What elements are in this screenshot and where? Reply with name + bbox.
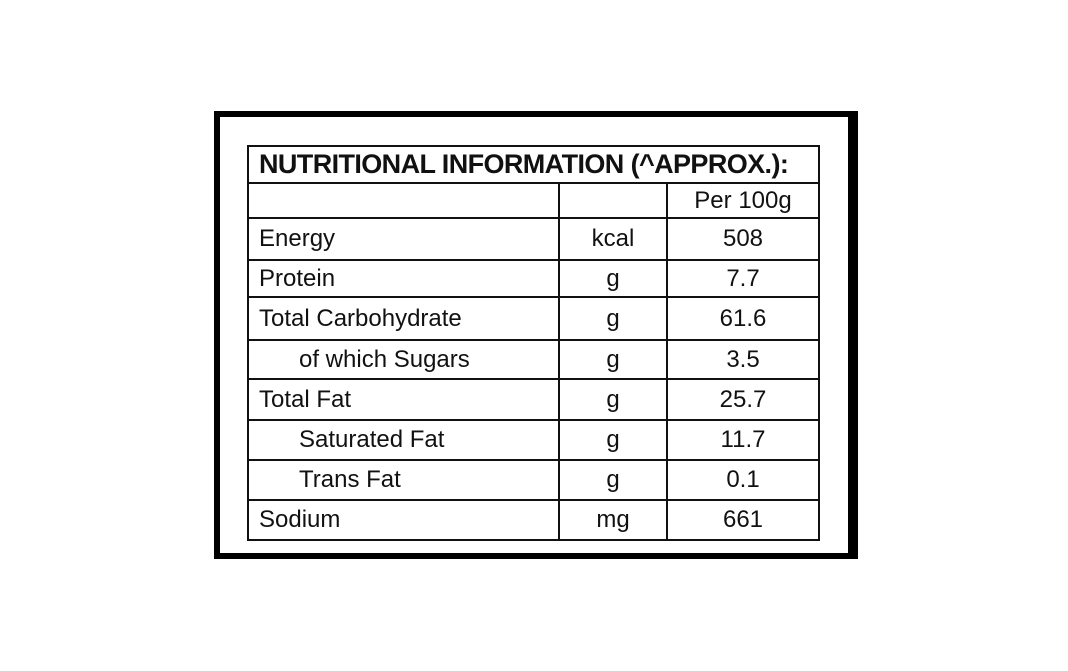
title-row: NUTRITIONAL INFORMATION (^APPROX.): bbox=[247, 145, 820, 184]
table-title: NUTRITIONAL INFORMATION (^APPROX.): bbox=[247, 145, 820, 184]
table-row: Trans Fat g 0.1 bbox=[247, 459, 820, 501]
nutrient-name: Protein bbox=[247, 259, 560, 298]
header-cell bbox=[247, 182, 560, 219]
value: 508 bbox=[666, 217, 820, 261]
value: 3.5 bbox=[666, 339, 820, 380]
value: 61.6 bbox=[666, 296, 820, 341]
header-cell bbox=[558, 182, 668, 219]
nutrient-name: Sodium bbox=[247, 499, 560, 541]
value: 7.7 bbox=[666, 259, 820, 298]
value: 0.1 bbox=[666, 459, 820, 501]
unit: g bbox=[558, 419, 668, 461]
table-body: Energy kcal 508 Protein g 7.7 Total Carbohydra… bbox=[247, 217, 820, 541]
table-row: Total Carbohydrate g 61.6 bbox=[247, 296, 820, 341]
table-row: Protein g 7.7 bbox=[247, 259, 820, 298]
nutrient-name: Total Fat bbox=[247, 378, 560, 421]
table-row: Total Fat g 25.7 bbox=[247, 378, 820, 421]
value: 25.7 bbox=[666, 378, 820, 421]
header-row: Per 100g bbox=[247, 182, 820, 219]
nutrient-name: Saturated Fat bbox=[247, 419, 560, 461]
unit: g bbox=[558, 339, 668, 380]
table-row: Energy kcal 508 bbox=[247, 217, 820, 261]
unit: g bbox=[558, 296, 668, 341]
value: 11.7 bbox=[666, 419, 820, 461]
table-row: Saturated Fat g 11.7 bbox=[247, 419, 820, 461]
unit: g bbox=[558, 259, 668, 298]
nutrient-name: Energy bbox=[247, 217, 560, 261]
nutrient-name: Trans Fat bbox=[247, 459, 560, 501]
unit: mg bbox=[558, 499, 668, 541]
unit: g bbox=[558, 378, 668, 421]
nutrient-name: of which Sugars bbox=[247, 339, 560, 380]
unit: g bbox=[558, 459, 668, 501]
table-row: of which Sugars g 3.5 bbox=[247, 339, 820, 380]
nutrient-name: Total Carbohydrate bbox=[247, 296, 560, 341]
value: 661 bbox=[666, 499, 820, 541]
nutrition-table: NUTRITIONAL INFORMATION (^APPROX.): Per … bbox=[247, 145, 820, 541]
unit: kcal bbox=[558, 217, 668, 261]
header-per: Per 100g bbox=[666, 182, 820, 219]
table-row: Sodium mg 661 bbox=[247, 499, 820, 541]
